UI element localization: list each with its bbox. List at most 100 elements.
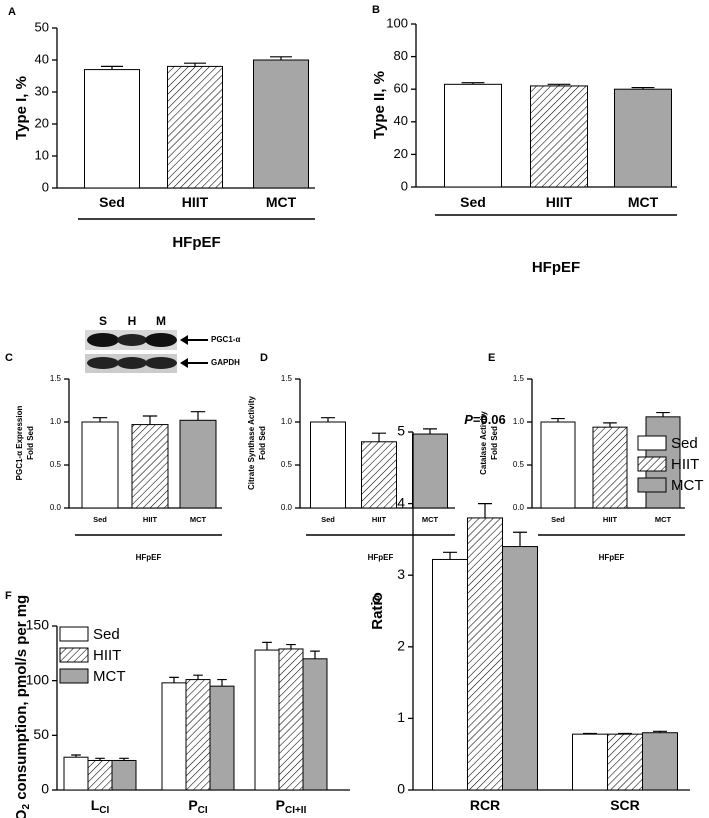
y-tick-label: 1 bbox=[397, 709, 405, 725]
x-tick-label: MCT bbox=[190, 515, 207, 524]
lane-label: S bbox=[99, 314, 107, 328]
y-axis-label: Type II, % bbox=[371, 71, 388, 139]
x-tick-label: Sed bbox=[551, 515, 565, 524]
annotation-italic: P bbox=[464, 412, 473, 427]
category-name: MCT bbox=[655, 515, 672, 524]
bar bbox=[592, 426, 628, 509]
group-label: HFpEF bbox=[532, 259, 580, 276]
bar bbox=[161, 682, 187, 791]
category-name: Sed bbox=[99, 194, 125, 210]
y-tick-label: 100 bbox=[386, 15, 408, 30]
error-bar bbox=[193, 674, 203, 680]
bar bbox=[278, 648, 304, 791]
x-tick-label: RCR bbox=[470, 797, 500, 813]
y-tick-label: 1.5 bbox=[281, 374, 293, 383]
category-subscript: CI bbox=[198, 805, 208, 816]
category-name: P bbox=[276, 797, 285, 813]
legend-swatch bbox=[59, 647, 89, 663]
category-name: HIIT bbox=[603, 515, 618, 524]
bar bbox=[209, 685, 235, 791]
bar bbox=[412, 433, 448, 509]
group-label: HFpEF bbox=[599, 553, 625, 562]
error-bar bbox=[443, 551, 457, 560]
error-bar bbox=[217, 678, 227, 687]
error-bar bbox=[583, 732, 597, 735]
panel-letter: C bbox=[5, 352, 13, 364]
legend-swatch bbox=[637, 477, 667, 493]
x-tick-label: HIIT bbox=[372, 515, 387, 524]
category-name: MCT bbox=[628, 194, 659, 210]
error-bar bbox=[101, 65, 123, 70]
error-bar bbox=[71, 754, 81, 758]
error-bar bbox=[603, 422, 617, 428]
x-tick-label: SCR bbox=[610, 797, 640, 813]
y-tick-label: 1.0 bbox=[281, 417, 293, 426]
bar bbox=[502, 546, 538, 791]
legend-label: Sed bbox=[93, 626, 120, 643]
panel: D 0.0 0.5 1.0 1.5 Citrate Synthase Activity Fo… bbox=[247, 352, 455, 562]
y-tick-label: 2 bbox=[397, 638, 405, 654]
bar bbox=[179, 419, 217, 509]
y-axis-label: Citrate Synthase Activity bbox=[247, 395, 256, 490]
error-bar bbox=[513, 531, 527, 547]
legend-swatch bbox=[59, 668, 89, 684]
category-name: Sed bbox=[460, 194, 486, 210]
y-axis-label: O2 consumption, pmol/s per mg bbox=[13, 595, 32, 818]
y-tick-label: 20 bbox=[394, 146, 408, 161]
y-axis-label: Fold Sed bbox=[490, 426, 499, 460]
bar bbox=[185, 679, 211, 791]
legend-swatch bbox=[59, 626, 89, 642]
category-name: HIIT bbox=[372, 515, 387, 524]
y-tick-label: 100 bbox=[26, 671, 50, 687]
legend-label: HIIT bbox=[671, 456, 699, 473]
error-bar bbox=[423, 428, 437, 435]
error-bar bbox=[551, 417, 565, 422]
y-tick-label: 4 bbox=[397, 494, 405, 510]
y-tick-label: 1.0 bbox=[513, 417, 525, 426]
panel-letter: E bbox=[488, 352, 495, 364]
group-label: HFpEF bbox=[172, 234, 220, 251]
y-axis-label: Ratio bbox=[369, 592, 386, 630]
category-subscript: CI+II bbox=[285, 805, 307, 816]
x-tick-label: MCT bbox=[266, 194, 297, 210]
group-label: HFpEF bbox=[368, 553, 394, 562]
panel: G 0 1 2 3 4 5 Ratio RCR SCR Sed HIIT MCT P=0.06 bbox=[369, 412, 704, 812]
legend-swatch bbox=[637, 435, 667, 451]
y-tick-label: 0.0 bbox=[50, 503, 62, 512]
bar bbox=[530, 85, 588, 188]
bar bbox=[361, 441, 397, 509]
x-tick-label: Sed bbox=[93, 515, 107, 524]
legend-label: MCT bbox=[671, 477, 704, 494]
x-tick-label: PCI bbox=[188, 797, 208, 816]
y-tick-label: 60 bbox=[394, 81, 408, 96]
error-bar bbox=[119, 757, 129, 761]
error-bar bbox=[262, 641, 272, 651]
panel-letter: F bbox=[5, 590, 12, 602]
bar bbox=[310, 421, 346, 509]
y-tick-label: 150 bbox=[26, 617, 50, 633]
band-label: GAPDH bbox=[211, 358, 240, 367]
bar bbox=[572, 733, 608, 791]
band-label: PGC1-α bbox=[211, 335, 240, 344]
error-bar bbox=[92, 417, 108, 422]
y-axis-label: Fold Sed bbox=[26, 426, 35, 460]
error-bar bbox=[631, 86, 655, 90]
legend-swatch bbox=[637, 456, 667, 472]
x-tick-label: HIIT bbox=[603, 515, 618, 524]
annotation-text: =0.06 bbox=[473, 412, 506, 427]
y-axis-label: Type I, % bbox=[13, 76, 30, 140]
category-name: Sed bbox=[321, 515, 335, 524]
bar bbox=[81, 421, 119, 509]
x-tick-label: PCI+II bbox=[276, 797, 307, 816]
bar bbox=[432, 558, 468, 791]
bar bbox=[167, 65, 223, 189]
y-tick-label: 40 bbox=[35, 51, 49, 66]
y-tick-label: 50 bbox=[33, 726, 49, 742]
y-tick-label: 0.0 bbox=[513, 503, 525, 512]
error-bar bbox=[653, 730, 667, 733]
bar bbox=[607, 733, 643, 791]
error-bar bbox=[461, 82, 485, 85]
error-bar bbox=[321, 417, 335, 422]
